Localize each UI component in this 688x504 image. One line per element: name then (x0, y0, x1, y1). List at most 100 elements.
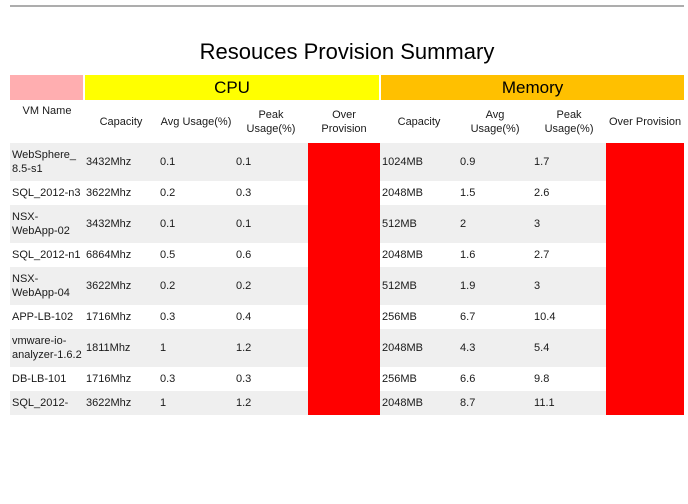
cpu-over-provision-cell (308, 367, 381, 391)
memory-over-provision-cell (606, 329, 685, 367)
group-header-cpu: CPU (84, 75, 382, 100)
resources-provision-table: CPU Memory VM Name Capacity Avg Usage(%)… (10, 75, 685, 415)
cpu-capacity-cell: 1811Mhz (84, 329, 158, 367)
memory-avg-usage-cell: 8.7 (458, 391, 533, 415)
table-row: SQL_2012-n1 6864Mhz 0.5 0.6 2048MB 1.6 2.7 (10, 243, 685, 267)
cpu-capacity-cell: 6864Mhz (86, 249, 132, 261)
table-row: SQL_2012- 3622Mhz 1 1.2 2048MB 8.7 11.1 (10, 391, 685, 415)
cpu-avg-usage-cell: 0.3 (160, 311, 176, 323)
col-header-cpu-peak-usage: Peak Usage(%) (234, 100, 308, 143)
memory-peak-usage-cell: 2.7 (534, 249, 550, 261)
report-page: Resouces Provision Summary CPU Memory VM… (10, 5, 685, 415)
memory-over-provision-cell (606, 305, 685, 329)
memory-capacity-cell: 2048MB (382, 187, 424, 199)
memory-avg-usage-cell: 2 (458, 205, 533, 243)
cpu-avg-usage-cell: 0.1 (158, 205, 234, 243)
memory-peak-usage-cell: 10.4 (534, 311, 556, 323)
cpu-over-provision-cell (308, 391, 381, 415)
memory-avg-usage-cell: 1.9 (458, 267, 533, 305)
memory-capacity-cell: 2048MB (380, 329, 459, 367)
cpu-over-provision-cell (308, 205, 381, 243)
memory-avg-usage-cell: 1.6 (460, 249, 476, 261)
table-row: DB-LB-101 1716Mhz 0.3 0.3 256MB 6.6 9.8 (10, 367, 685, 391)
memory-peak-usage-cell: 5.4 (532, 329, 607, 367)
memory-capacity-cell: 512MB (380, 205, 459, 243)
memory-over-provision-cell (606, 243, 685, 267)
cpu-peak-usage-cell: 0.6 (236, 249, 252, 261)
cpu-peak-usage-cell: 0.3 (236, 187, 252, 199)
col-header-vm-name: VM Name (10, 100, 84, 143)
cpu-over-provision-cell (308, 181, 381, 205)
table-body: WebSphere_8.5-s1 3432Mhz 0.1 0.1 1024MB 0.9 1.… (10, 143, 685, 415)
cpu-avg-usage-cell: 0.1 (158, 143, 234, 181)
cpu-peak-usage-cell: 1.2 (234, 391, 308, 415)
group-header-memory: Memory (380, 75, 685, 100)
vm-name-cell: NSX-WebApp-02 (10, 205, 84, 243)
cpu-over-provision-cell (308, 305, 381, 329)
col-header-memory-avg-usage: Avg Usage(%) (458, 100, 533, 143)
vm-name-group-header (10, 75, 85, 100)
memory-over-provision-cell (606, 143, 685, 181)
cpu-peak-usage-cell: 0.4 (236, 311, 252, 323)
vm-name-cell: DB-LB-101 (12, 373, 67, 385)
table-row: NSX-WebApp-04 3622Mhz 0.2 0.2 512MB 1.9 3 (10, 267, 685, 305)
cpu-avg-usage-cell: 1 (158, 391, 234, 415)
cpu-peak-usage-cell: 1.2 (234, 329, 308, 367)
group-header-row: CPU Memory (10, 75, 685, 100)
cpu-avg-usage-cell: 0.5 (160, 249, 176, 261)
vm-name-cell: vmware-io-analyzer-1.6.2 (10, 329, 84, 367)
cpu-avg-usage-cell: 0.2 (158, 267, 234, 305)
memory-peak-usage-cell: 9.8 (534, 373, 550, 385)
memory-avg-usage-cell: 6.7 (460, 311, 476, 323)
memory-capacity-cell: 1024MB (380, 143, 459, 181)
cpu-capacity-cell: 3622Mhz (84, 267, 158, 305)
cpu-over-provision-cell (308, 143, 381, 181)
memory-over-provision-cell (606, 205, 685, 243)
memory-capacity-cell: 2048MB (380, 391, 459, 415)
memory-over-provision-cell (606, 391, 685, 415)
col-header-cpu-capacity: Capacity (84, 100, 158, 143)
vm-name-cell: SQL_2012- (10, 391, 84, 415)
vm-name-cell: APP-LB-102 (12, 311, 74, 323)
memory-avg-usage-cell: 1.5 (460, 187, 476, 199)
table-row: WebSphere_8.5-s1 3432Mhz 0.1 0.1 1024MB 0.9 1.… (10, 143, 685, 181)
cpu-capacity-cell: 3432Mhz (84, 143, 158, 181)
memory-peak-usage-cell: 2.6 (534, 187, 550, 199)
col-header-memory-capacity: Capacity (380, 100, 459, 143)
memory-capacity-cell: 2048MB (382, 249, 424, 261)
memory-peak-usage-cell: 11.1 (532, 391, 607, 415)
memory-capacity-cell: 256MB (382, 311, 417, 323)
memory-over-provision-cell (606, 367, 685, 391)
cpu-over-provision-cell (308, 243, 381, 267)
cpu-capacity-cell: 3432Mhz (84, 205, 158, 243)
col-header-cpu-over-provision: Over Provision (308, 100, 381, 143)
cpu-peak-usage-cell: 0.1 (234, 143, 308, 181)
table-row: APP-LB-102 1716Mhz 0.3 0.4 256MB 6.7 10.4 (10, 305, 685, 329)
cpu-avg-usage-cell: 0.2 (160, 187, 176, 199)
cpu-capacity-cell: 3622Mhz (84, 391, 158, 415)
table-row: NSX-WebApp-02 3432Mhz 0.1 0.1 512MB 2 3 (10, 205, 685, 243)
cpu-peak-usage-cell: 0.1 (234, 205, 308, 243)
col-header-memory-over-provision: Over Provision (606, 100, 685, 143)
page-top-rule (10, 5, 684, 7)
memory-capacity-cell: 256MB (382, 373, 417, 385)
cpu-capacity-cell: 1716Mhz (86, 373, 132, 385)
vm-name-cell: NSX-WebApp-04 (10, 267, 84, 305)
column-header-row: VM Name Capacity Avg Usage(%) Peak Usage… (10, 100, 685, 143)
cpu-capacity-cell: 3622Mhz (86, 187, 132, 199)
cpu-over-provision-cell (308, 329, 381, 367)
cpu-avg-usage-cell: 0.3 (160, 373, 176, 385)
memory-over-provision-cell (606, 267, 685, 305)
cpu-over-provision-cell (308, 267, 381, 305)
memory-peak-usage-cell: 3 (532, 205, 607, 243)
report-title: Resouces Provision Summary (199, 39, 495, 64)
col-header-cpu-avg-usage: Avg Usage(%) (158, 100, 234, 143)
memory-peak-usage-cell: 3 (532, 267, 607, 305)
cpu-avg-usage-cell: 1 (158, 329, 234, 367)
memory-avg-usage-cell: 0.9 (458, 143, 533, 181)
memory-avg-usage-cell: 4.3 (458, 329, 533, 367)
vm-name-cell: WebSphere_8.5-s1 (10, 143, 84, 181)
memory-capacity-cell: 512MB (380, 267, 459, 305)
vm-name-cell: SQL_2012-n1 (12, 249, 81, 261)
memory-peak-usage-cell: 1.7 (532, 143, 607, 181)
